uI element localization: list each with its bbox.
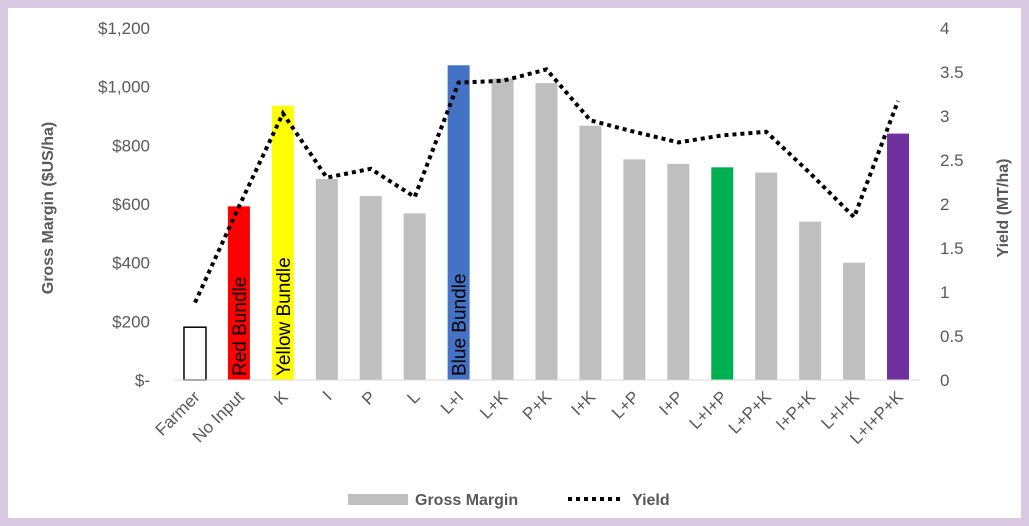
left-tick-label: $1,200: [98, 19, 150, 38]
bar: [623, 159, 646, 380]
x-category-label: I+P: [655, 387, 687, 419]
right-tick-label: 3: [940, 107, 949, 126]
right-tick-label: 1: [940, 283, 949, 302]
bar-labels-group: Red Bundle Yellow Bundle Blue Bundle: [230, 257, 471, 376]
bar: [579, 125, 602, 381]
bar: [183, 326, 207, 381]
bar: [887, 133, 910, 380]
bar: [843, 262, 866, 380]
x-category-label: I: [319, 387, 336, 404]
bar: [271, 105, 294, 380]
bar: [755, 172, 778, 380]
right-tick-label: 2.5: [940, 151, 964, 170]
x-category-label: I+K: [567, 387, 599, 419]
bar: [359, 196, 382, 380]
bar: [315, 179, 338, 380]
right-axis-title: Yield (MT/ha): [995, 159, 1012, 258]
x-category-label: I+P+K: [772, 387, 819, 434]
legend: Gross Margin Yield: [348, 492, 670, 509]
left-tick-label: $200: [112, 312, 150, 331]
x-category-label: L+I+P: [686, 387, 732, 433]
left-tick-label: $400: [112, 254, 150, 273]
bar: [711, 167, 734, 380]
right-axis-ticks: 0 0.5 1 1.5 2 2.5 3 3.5 4: [940, 19, 964, 390]
x-category-label: L+K: [476, 387, 512, 423]
right-tick-label: 3.5: [940, 63, 964, 82]
bar: [667, 163, 690, 380]
left-tick-label: $600: [112, 195, 150, 214]
left-tick-label: $-: [135, 371, 150, 390]
bar-bundle-label: Yellow Bundle: [274, 257, 295, 376]
right-tick-label: 4: [940, 19, 949, 38]
bar: [227, 206, 250, 380]
x-category-label: P+K: [519, 387, 556, 424]
right-tick-label: 0.5: [940, 327, 964, 346]
bar: [535, 83, 558, 380]
bar-bundle-label: Red Bundle: [230, 277, 251, 376]
bars-group: [183, 65, 910, 381]
bar: [491, 78, 514, 380]
right-tick-label: 1.5: [940, 239, 964, 258]
x-category-label: P: [358, 387, 379, 408]
chart-frame: Gross Margin ($US/ha) Yield (MT/ha) $- $2…: [8, 8, 1021, 518]
left-tick-label: $800: [112, 136, 150, 155]
bar: [447, 65, 470, 381]
x-category-label: L+P: [608, 387, 643, 422]
bar: [403, 213, 426, 380]
left-axis-ticks: $- $200 $400 $600 $800 $1,000 $1,200: [98, 19, 150, 390]
x-category-label: L: [403, 387, 423, 407]
legend-bar-swatch: [348, 494, 408, 505]
bar: [799, 221, 822, 380]
right-tick-label: 2: [940, 195, 949, 214]
bar-bundle-label: Blue Bundle: [450, 274, 471, 376]
x-category-label: L+I: [437, 387, 467, 417]
right-tick-label: 0: [940, 371, 949, 390]
legend-line-label: Yield: [632, 492, 670, 509]
left-tick-label: $1,000: [98, 78, 150, 97]
yield-line: [193, 67, 900, 304]
x-category-label: K: [270, 387, 292, 409]
legend-bar-label: Gross Margin: [415, 492, 518, 509]
combo-chart: Gross Margin ($US/ha) Yield (MT/ha) $- $2…: [40, 19, 1012, 509]
x-category-label: L+P+K: [725, 387, 776, 438]
left-axis-title: Gross Margin ($US/ha): [40, 122, 57, 294]
